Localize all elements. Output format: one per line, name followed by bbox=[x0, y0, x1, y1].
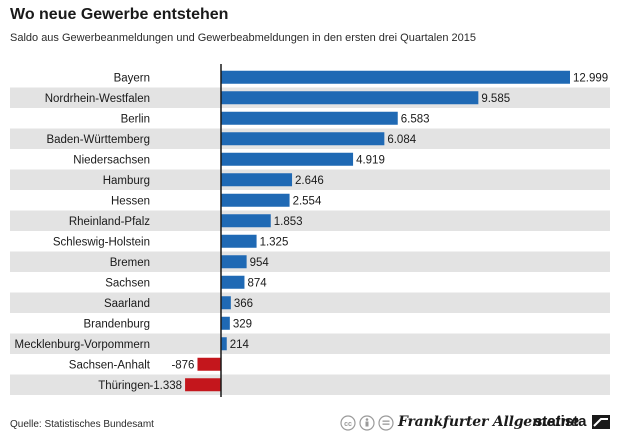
value-label: 6.084 bbox=[387, 134, 416, 146]
bar bbox=[221, 173, 293, 187]
cc-icon: cc bbox=[340, 415, 356, 431]
bar bbox=[221, 337, 227, 351]
category-label: Bremen bbox=[110, 257, 150, 269]
value-label: -876 bbox=[171, 359, 194, 371]
statista-mark-icon bbox=[592, 415, 610, 429]
value-label: 1.853 bbox=[274, 216, 303, 228]
category-label: Niedersachsen bbox=[73, 154, 150, 166]
category-label: Mecklenburg-Vorpommern bbox=[14, 339, 150, 351]
by-icon bbox=[359, 415, 375, 431]
category-label: Sachsen bbox=[105, 277, 150, 289]
bar bbox=[221, 255, 247, 269]
value-label: 214 bbox=[230, 339, 250, 351]
bar bbox=[221, 132, 385, 146]
category-label: Brandenburg bbox=[84, 318, 151, 330]
bar bbox=[221, 152, 354, 166]
statista-logo: statista bbox=[534, 413, 587, 430]
value-label: 4.919 bbox=[356, 154, 385, 166]
bar bbox=[221, 193, 290, 207]
category-label: Schleswig-Holstein bbox=[53, 236, 150, 248]
category-label: Sachsen-Anhalt bbox=[69, 359, 151, 371]
bar bbox=[185, 378, 221, 392]
category-label: Bayern bbox=[114, 72, 150, 84]
category-label: Baden-Württemberg bbox=[46, 134, 150, 146]
value-label: 6.583 bbox=[401, 113, 430, 125]
source-note: Quelle: Statistisches Bundesamt bbox=[10, 419, 154, 430]
publisher-logo: Frankfurter Allgemeine bbox=[398, 414, 580, 430]
bar bbox=[221, 234, 257, 248]
value-label: 2.646 bbox=[295, 175, 324, 187]
bar bbox=[221, 275, 245, 289]
value-label: 2.554 bbox=[293, 195, 322, 207]
bar bbox=[221, 91, 479, 105]
value-label: 9.585 bbox=[481, 93, 510, 105]
value-label: 366 bbox=[234, 298, 253, 310]
category-label: Berlin bbox=[121, 113, 150, 125]
value-label: 329 bbox=[233, 318, 252, 330]
category-label: Hamburg bbox=[103, 175, 150, 187]
value-label: 874 bbox=[247, 277, 267, 289]
row-shade bbox=[10, 251, 610, 272]
category-label: Saarland bbox=[104, 298, 150, 310]
row-shade bbox=[10, 169, 610, 190]
bar bbox=[221, 70, 570, 84]
row-shade bbox=[10, 210, 610, 231]
value-label: 1.325 bbox=[260, 236, 289, 248]
value-label: 954 bbox=[250, 257, 270, 269]
category-label: Rheinland-Pfalz bbox=[69, 216, 150, 228]
category-label: Hessen bbox=[111, 195, 150, 207]
nd-icon bbox=[378, 415, 394, 431]
category-label: Nordrhein-Westfalen bbox=[45, 93, 150, 105]
category-label: Thüringen bbox=[98, 380, 150, 392]
bar bbox=[221, 316, 230, 330]
bar bbox=[221, 296, 231, 310]
bar bbox=[221, 214, 271, 228]
row-shade bbox=[10, 374, 610, 395]
value-label: -1.338 bbox=[149, 380, 182, 392]
license-icons: cc bbox=[340, 415, 394, 431]
chart-subtitle: Saldo aus Gewerbeanmeldungen und Gewerbe… bbox=[10, 32, 476, 44]
value-label: 12.999 bbox=[573, 72, 608, 84]
bar bbox=[197, 357, 221, 371]
bar bbox=[221, 111, 398, 125]
chart-title: Wo neue Gewerbe entstehen bbox=[10, 6, 229, 23]
svg-text:cc: cc bbox=[344, 421, 352, 428]
row-shade bbox=[10, 333, 610, 354]
row-shade bbox=[10, 292, 610, 313]
